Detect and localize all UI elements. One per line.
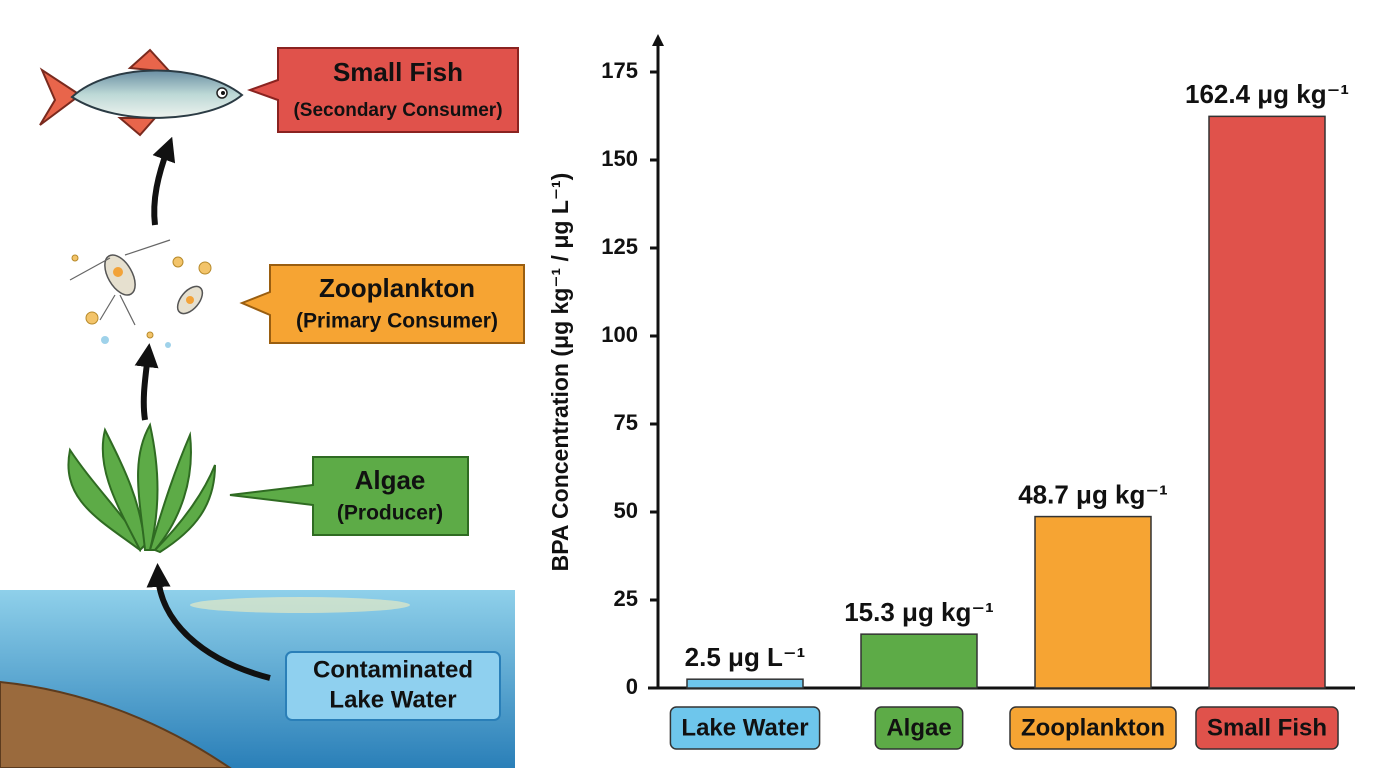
- callout-line: Contaminated: [313, 656, 473, 683]
- callout-zooplankton: Zooplankton (Primary Consumer): [239, 264, 525, 344]
- x-tick-label: Small Fish: [1207, 714, 1327, 741]
- callout-line: Lake Water: [329, 686, 456, 713]
- category-box: [1195, 706, 1339, 750]
- y-tick-label: 125: [601, 234, 638, 259]
- category-box: [1009, 706, 1177, 750]
- value-label: 2.5 μg L⁻¹: [685, 642, 806, 672]
- bar: [1208, 115, 1326, 689]
- flow-arrows: [134, 136, 271, 681]
- callout-algae: Algae (Producer): [229, 456, 469, 536]
- algae-illustration: [67, 422, 216, 554]
- category-box: [669, 706, 821, 750]
- x-tick-label: Lake Water: [681, 714, 808, 741]
- x-tick-label: Algae: [886, 714, 951, 741]
- callout-lake-water: Contaminated Lake Water: [285, 651, 501, 721]
- bar: [860, 633, 978, 689]
- category-box: [874, 706, 964, 750]
- y-tick-label: 25: [614, 586, 638, 611]
- y-tick-label: 75: [614, 410, 638, 435]
- callout-role: (Primary Consumer): [296, 310, 498, 333]
- callout-role: (Producer): [337, 502, 443, 525]
- value-label: 162.4 μg kg⁻¹: [1185, 79, 1349, 109]
- y-tick-label: 175: [601, 58, 638, 83]
- fish-illustration: [39, 48, 244, 137]
- value-label: 15.3 μg kg⁻¹: [844, 597, 994, 627]
- callout-title: Algae: [355, 465, 426, 495]
- y-tick-label: 0: [626, 674, 638, 699]
- y-tick-label: 100: [601, 322, 638, 347]
- bar: [1034, 515, 1152, 689]
- y-tick-label: 150: [601, 146, 638, 171]
- bar: [686, 678, 804, 689]
- chart: 0 25 50 75 100 125 150 175 2.5 μg L⁻¹ Lake Water 1…: [601, 58, 1349, 750]
- zooplankton-illustration: [69, 239, 212, 348]
- y-axis-label: BPA Concentration (μg kg⁻¹ / μg L⁻¹): [547, 173, 573, 572]
- value-label: 48.7 μg kg⁻¹: [1018, 479, 1168, 509]
- y-tick-label: 50: [614, 498, 638, 523]
- x-tick-label: Zooplankton: [1021, 714, 1165, 741]
- callout-title: Small Fish: [333, 57, 463, 87]
- callout-title: Zooplankton: [319, 273, 475, 303]
- callout-role: (Secondary Consumer): [293, 100, 502, 121]
- callout-small-fish: Small Fish (Secondary Consumer): [247, 47, 519, 133]
